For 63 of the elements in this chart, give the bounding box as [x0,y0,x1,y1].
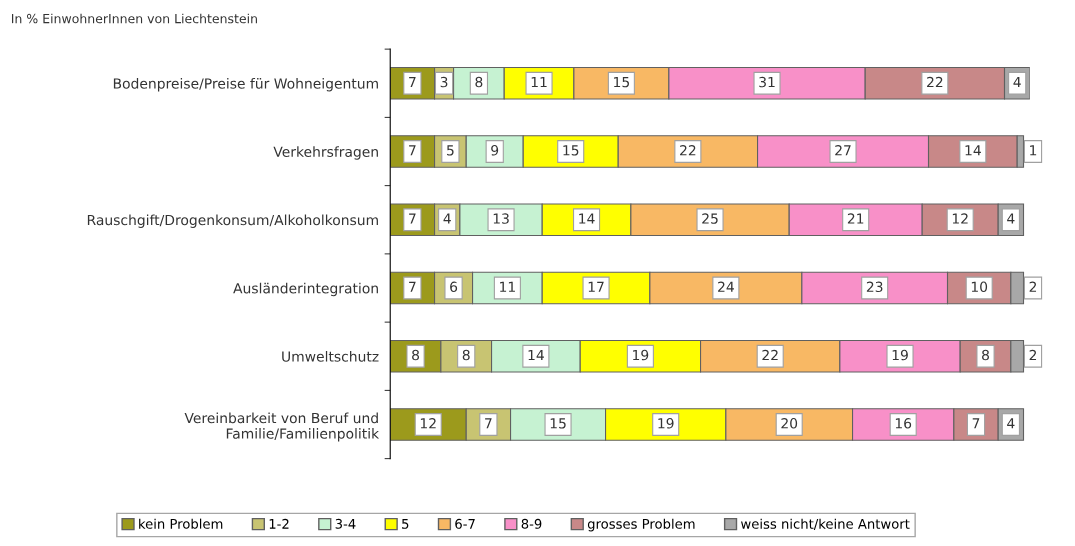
data-label: 19 [892,349,908,361]
data-label: 8 [462,349,470,361]
text: In % EinwohnerInnen von Liechtenstein [11,13,257,24]
data-label: 31 [759,76,775,88]
data-label: 19 [633,349,649,361]
data-label: 14 [528,349,544,361]
data-label: 15 [563,145,579,156]
data-label: 27 [835,145,851,156]
y-tick-label: Ausländerintegration [233,282,378,297]
data-label: 11 [531,76,547,88]
data-label: 8 [982,349,989,361]
data-label: 12 [420,418,436,429]
data-label: 17 [588,281,604,292]
data-label: 16 [895,418,912,429]
data-label: 10 [971,281,988,293]
data-label: 12 [952,213,968,224]
data-label: 24 [718,281,734,292]
data-label: 7 [409,213,416,224]
legend-label: 5 [402,519,409,529]
data-label: 3 [440,76,448,88]
legend-label: 6-7 [455,518,475,529]
data-label: 4 [1007,418,1015,429]
data-label: 22 [762,349,778,361]
y-tick-label: Bodenpreise/Preise für Wohneigentum [113,77,378,92]
y-tick-label: Rauschgift/Drogenkonsum/Alkoholkonsum [87,214,378,228]
data-label: 20 [781,418,798,429]
data-label: 11 [500,281,515,292]
legend-label: grosses Problem [587,518,695,532]
y-tick-label: Umweltschutz [282,350,379,362]
data-label: 22 [680,145,696,156]
data-label: 2 [1029,349,1037,361]
data-label: 15 [614,76,629,88]
data-label: 15 [550,418,566,429]
data-label: 7 [972,418,980,429]
legend-label: 1-2 [269,518,289,529]
data-label: 7 [409,281,416,292]
data-label: 14 [965,145,981,156]
data-label: 14 [579,213,595,224]
data-label: 8 [475,76,483,88]
data-label: 4 [443,213,451,224]
legend-label: 8-9 [521,518,542,529]
data-label: 6 [450,281,458,293]
legend-label: weiss nicht/keine Antwort [741,518,910,530]
data-label: 19 [658,418,674,429]
data-label: 4 [1007,213,1015,224]
data-label: 2 [1029,281,1037,292]
data-label: 22 [927,76,943,88]
data-label: 7 [409,145,416,156]
data-label: 25 [702,213,718,224]
y-tick-label: Verkehrsfragen [273,146,378,160]
y-tick-label: Vereinbarkeit von Beruf und Familie/Familienpolitik [184,412,380,442]
legend-label: 3-4 [335,518,356,529]
data-label: 8 [412,349,420,361]
data-label: 7 [485,418,492,429]
data-label: 5 [447,145,454,156]
data-label: 4 [1013,76,1021,88]
data-label: 1 [1030,145,1037,156]
data-label: 23 [866,281,883,293]
legend-label: kein Problem [139,518,223,529]
data-label: 9 [491,145,499,156]
data-label: 7 [409,76,416,88]
data-label: 21 [847,213,864,224]
data-label: 13 [493,213,509,224]
